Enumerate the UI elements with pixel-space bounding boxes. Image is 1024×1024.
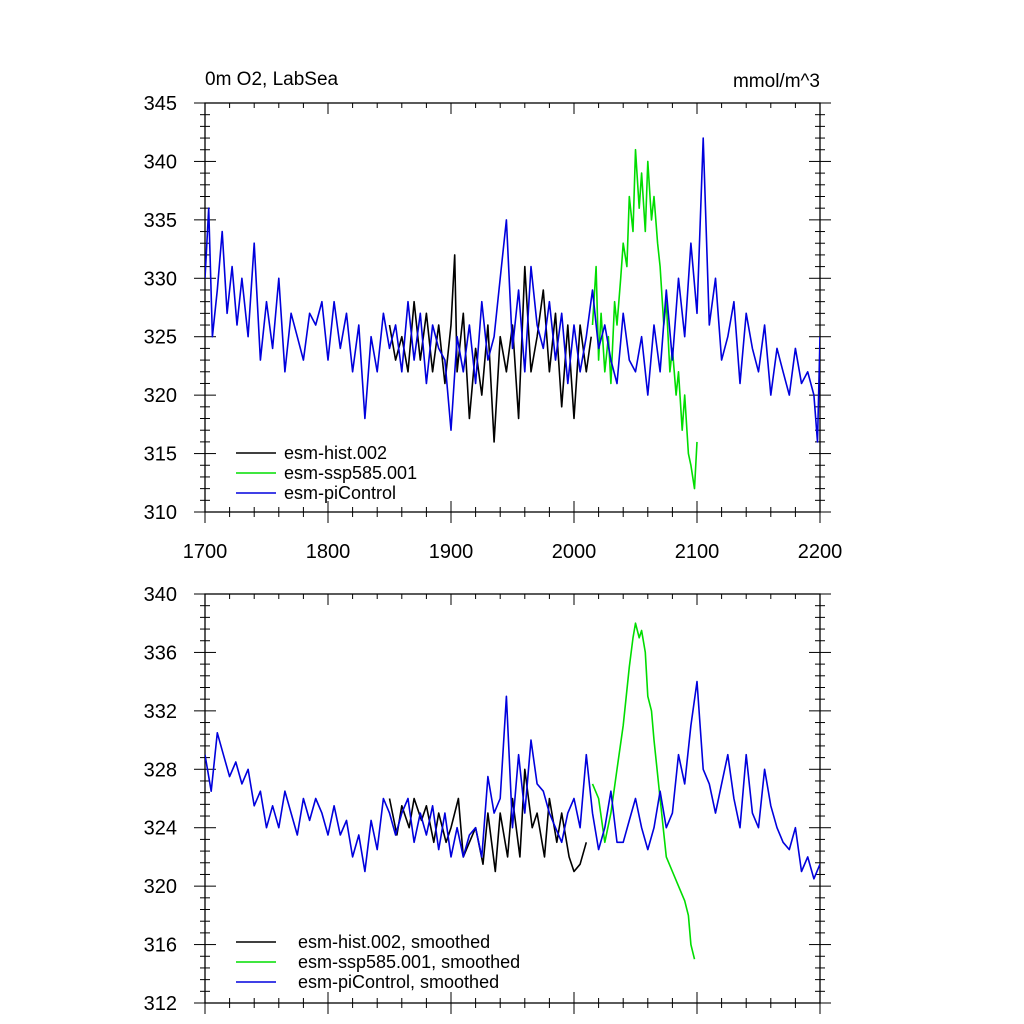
chart-title: 0m O2, LabSea xyxy=(205,69,339,90)
legend-label: esm-piControl, smoothed xyxy=(298,972,499,992)
y-tick-label: 312 xyxy=(144,993,177,1015)
legend-label: esm-hist.002, smoothed xyxy=(298,932,490,952)
y-tick-label: 332 xyxy=(144,701,177,723)
y-tick-label: 325 xyxy=(144,327,177,349)
legend-label: esm-piControl xyxy=(284,483,396,503)
y-tick-label: 324 xyxy=(144,818,177,840)
x-tick-label: 1700 xyxy=(183,541,228,563)
top-panel: 310 315 320 325 330 335 340 345 1700 1800 1900 2000… xyxy=(144,69,843,563)
y-tick-label: 315 xyxy=(144,444,177,466)
x-tick-label: 2100 xyxy=(675,541,720,563)
plot-frame xyxy=(204,102,821,513)
x-tick-label: 1800 xyxy=(306,541,351,563)
y-tick-label: 330 xyxy=(144,268,177,290)
y-tick-label: 335 xyxy=(144,210,177,232)
legend-label: esm-ssp585.001 xyxy=(284,463,417,483)
legend-label: esm-hist.002 xyxy=(284,443,387,463)
legend-label: esm-ssp585.001, smoothed xyxy=(298,952,520,972)
y-tick-label: 340 xyxy=(144,151,177,173)
units-label: mmol/m^3 xyxy=(733,71,820,92)
y-tick-label: 320 xyxy=(144,385,177,407)
bottom-panel: 312 316 320 324 328 332 336 340 esm-hist.002, sm… xyxy=(144,584,831,1015)
series-line-esm-picontrol xyxy=(205,137,820,443)
series-line-esm-ssp585-001 xyxy=(591,148,698,490)
y-tick-label: 328 xyxy=(144,759,177,781)
x-tick-label: 1900 xyxy=(429,541,474,563)
y-tick-label: 320 xyxy=(144,876,177,898)
y-tick-label: 310 xyxy=(144,502,177,524)
plot-frame xyxy=(204,593,821,1004)
y-tick-label: 340 xyxy=(144,584,177,606)
y-tick-label: 316 xyxy=(144,935,177,957)
series-line-esm-ssp585-001 xyxy=(591,622,696,960)
series-line-esm-picontrol xyxy=(205,680,820,880)
x-tick-label: 2000 xyxy=(552,541,597,563)
y-tick-label: 336 xyxy=(144,642,177,664)
series-line-esm-hist-002 xyxy=(388,768,588,873)
x-tick-label: 2200 xyxy=(798,541,843,563)
y-tick-label: 345 xyxy=(144,93,177,115)
